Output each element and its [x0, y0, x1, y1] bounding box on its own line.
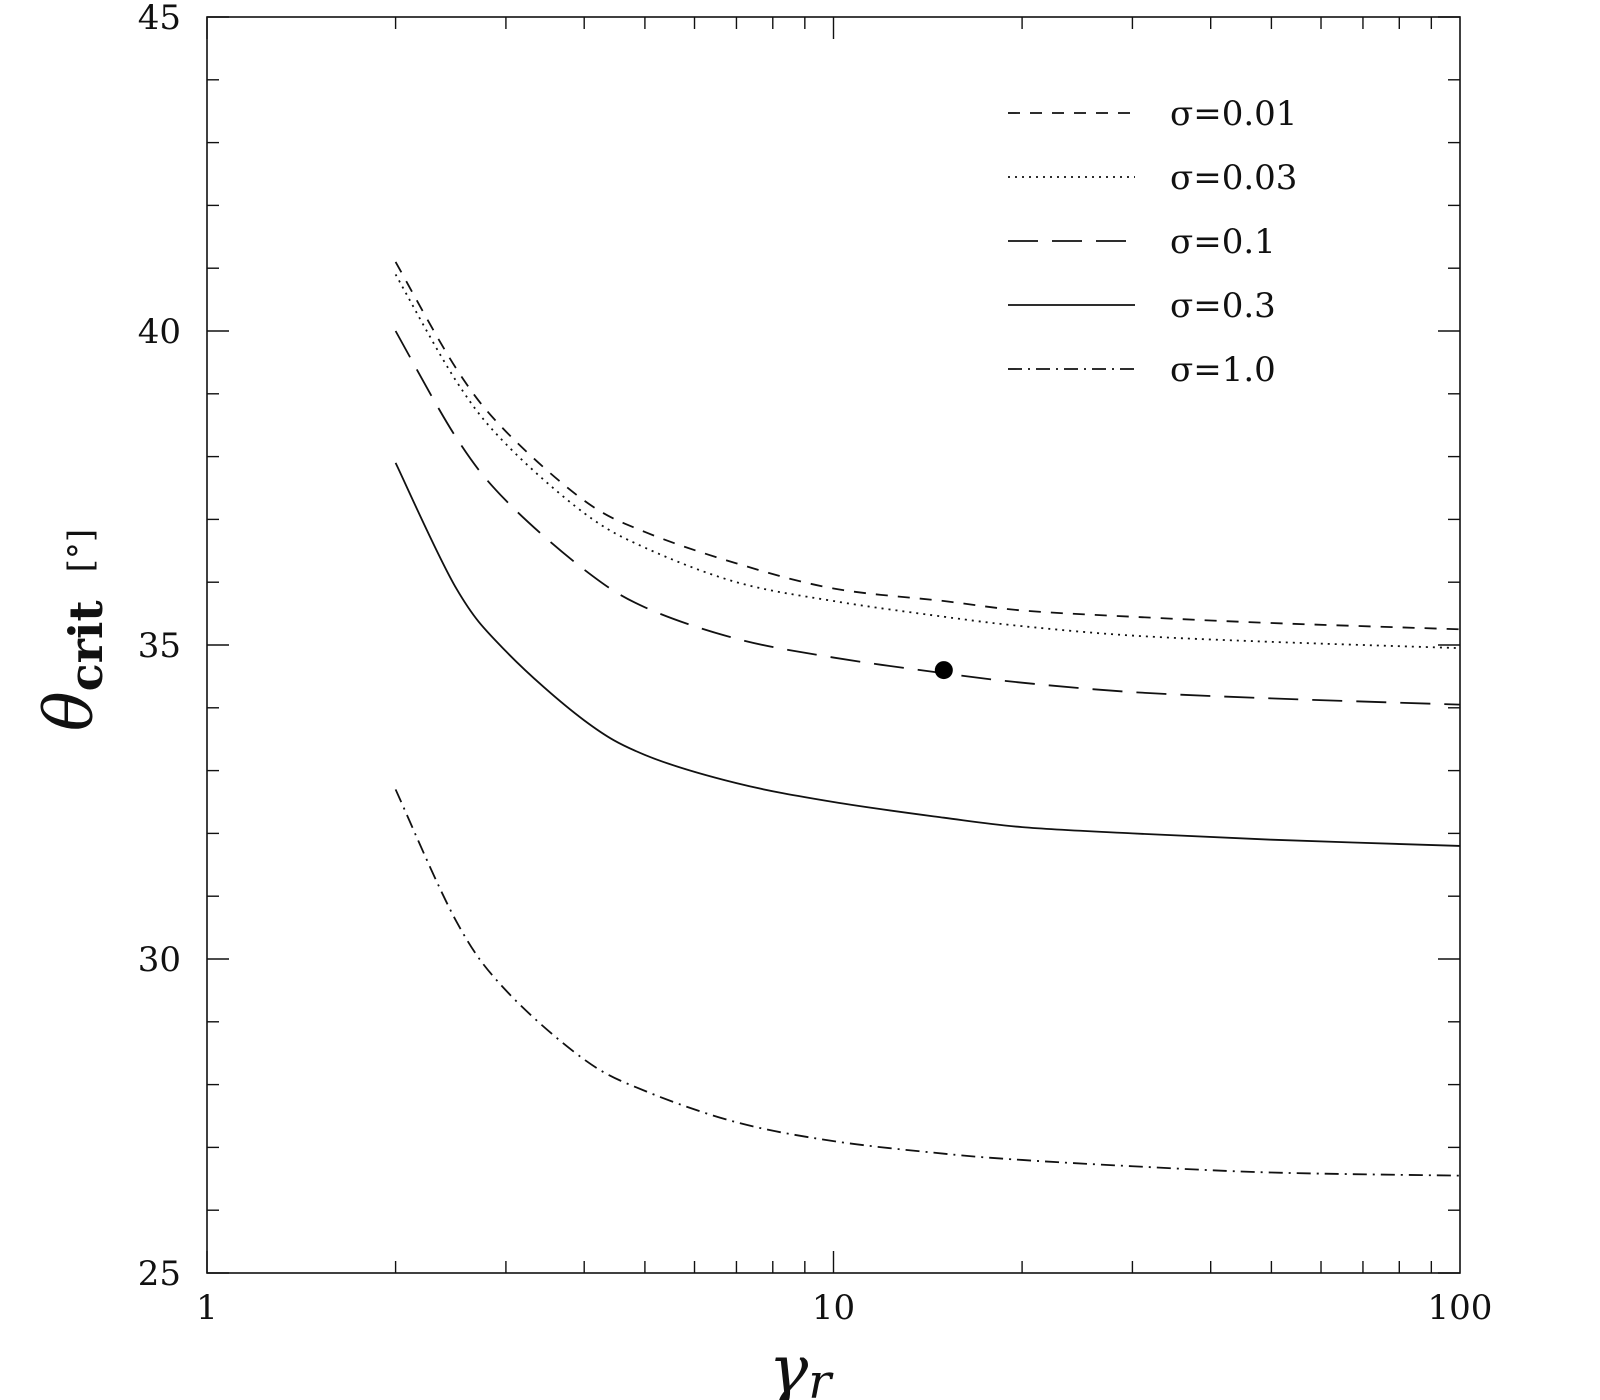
x-axis-title-main: γ — [769, 1331, 809, 1400]
axis-ticks — [206, 16, 1460, 1274]
x-axis-title-sub: r — [808, 1354, 834, 1400]
x-tick-label: 1 — [196, 1288, 218, 1328]
legend-label-2: σ=0.03 — [1170, 158, 1297, 198]
plot-frame — [206, 16, 1461, 1274]
y-tick-label: 30 — [138, 940, 181, 980]
x-tick-label: 10 — [812, 1288, 855, 1328]
x-tick-label: 100 — [1428, 1288, 1493, 1328]
y-tick-label: 35 — [138, 626, 181, 666]
series-line-4 — [394, 462, 1461, 847]
series-lines — [394, 261, 1461, 1177]
series-line-3 — [394, 330, 1461, 706]
x-axis-title: γr — [769, 1331, 834, 1400]
y-axis-title: θcrit [°] — [31, 529, 113, 731]
y-axis-title-unit: [°] — [61, 529, 101, 573]
legend-label-5: σ=1.0 — [1170, 350, 1276, 390]
series-line-1 — [394, 261, 1461, 631]
series-line-5 — [394, 789, 1461, 1177]
y-tick-label: 25 — [138, 1254, 181, 1294]
legend: σ=0.01 σ=0.03 σ=0.1 σ=0.3 σ=1.0 — [1008, 94, 1297, 390]
y-axis-title-sub: crit — [59, 600, 113, 692]
legend-label-3: σ=0.1 — [1170, 222, 1276, 262]
legend-label-1: σ=0.01 — [1170, 94, 1297, 134]
data-marker — [934, 661, 953, 680]
legend-label-4: σ=0.3 — [1170, 286, 1276, 326]
tick-labels: 1 10 100 25 30 35 40 45 — [138, 0, 1493, 1328]
y-tick-label: 45 — [138, 0, 181, 38]
svg-text:θcrit[°]: θcrit [°] — [31, 529, 113, 731]
series-line-2 — [394, 274, 1461, 650]
y-tick-label: 40 — [138, 312, 181, 352]
y-axis-title-main: θ — [31, 691, 108, 731]
